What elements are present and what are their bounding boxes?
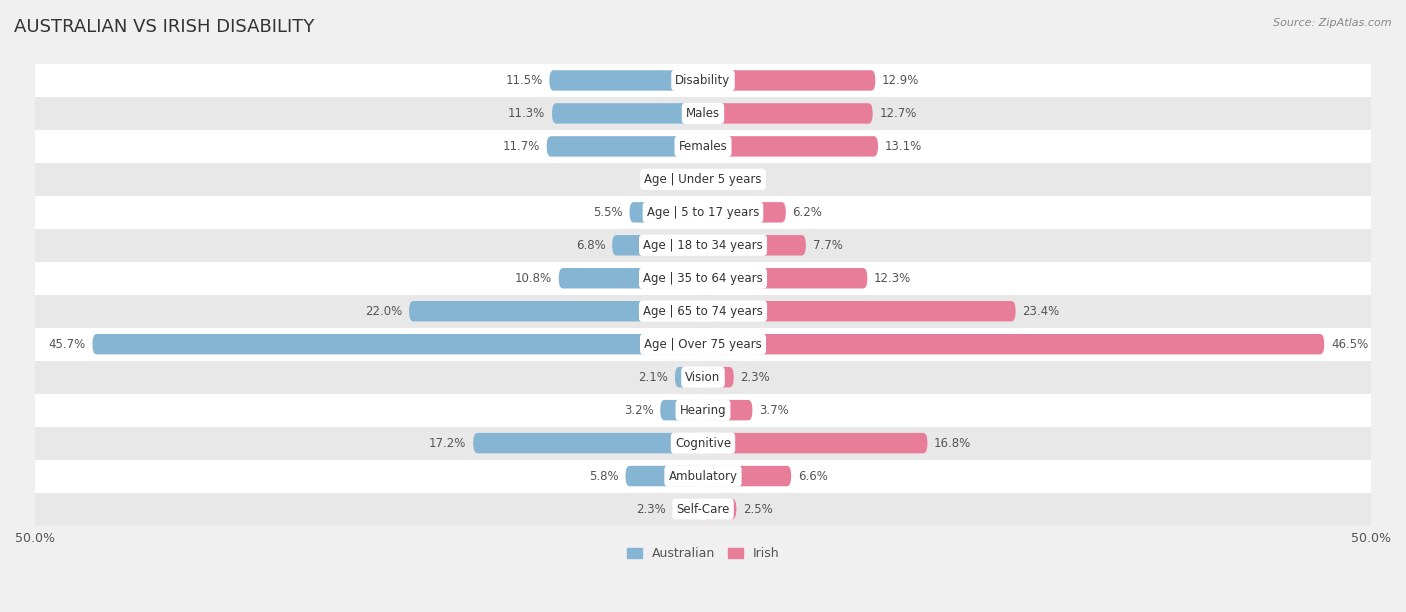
Text: Age | 35 to 64 years: Age | 35 to 64 years — [643, 272, 763, 285]
FancyBboxPatch shape — [703, 499, 737, 519]
Bar — [35, 97, 1371, 130]
Text: 22.0%: 22.0% — [366, 305, 402, 318]
Text: 23.4%: 23.4% — [1022, 305, 1060, 318]
Text: Ambulatory: Ambulatory — [668, 469, 738, 483]
Text: Females: Females — [679, 140, 727, 153]
Text: 3.2%: 3.2% — [624, 404, 654, 417]
Text: 45.7%: 45.7% — [49, 338, 86, 351]
Bar — [35, 196, 1371, 229]
Bar — [35, 64, 1371, 97]
Text: 10.8%: 10.8% — [515, 272, 553, 285]
FancyBboxPatch shape — [703, 367, 734, 387]
Text: Age | Over 75 years: Age | Over 75 years — [644, 338, 762, 351]
FancyBboxPatch shape — [553, 103, 703, 124]
FancyBboxPatch shape — [661, 400, 703, 420]
Text: 2.5%: 2.5% — [744, 502, 773, 515]
FancyBboxPatch shape — [612, 235, 703, 255]
FancyBboxPatch shape — [703, 400, 752, 420]
Text: 46.5%: 46.5% — [1331, 338, 1368, 351]
Bar — [35, 394, 1371, 427]
Text: 13.1%: 13.1% — [884, 140, 922, 153]
Text: 6.6%: 6.6% — [797, 469, 828, 483]
FancyBboxPatch shape — [703, 466, 792, 487]
Bar — [35, 130, 1371, 163]
FancyBboxPatch shape — [409, 301, 703, 321]
Text: Source: ZipAtlas.com: Source: ZipAtlas.com — [1274, 18, 1392, 28]
Text: Age | Under 5 years: Age | Under 5 years — [644, 173, 762, 186]
Text: 11.7%: 11.7% — [502, 140, 540, 153]
Text: Self-Care: Self-Care — [676, 502, 730, 515]
Bar — [35, 229, 1371, 262]
FancyBboxPatch shape — [558, 268, 703, 288]
FancyBboxPatch shape — [703, 334, 1324, 354]
FancyBboxPatch shape — [474, 433, 703, 453]
FancyBboxPatch shape — [547, 136, 703, 157]
FancyBboxPatch shape — [703, 136, 877, 157]
Text: 3.7%: 3.7% — [759, 404, 789, 417]
Text: 12.9%: 12.9% — [882, 74, 920, 87]
FancyBboxPatch shape — [685, 169, 703, 190]
FancyBboxPatch shape — [672, 499, 703, 519]
Text: Vision: Vision — [685, 371, 721, 384]
FancyBboxPatch shape — [703, 235, 806, 255]
Bar — [35, 295, 1371, 327]
FancyBboxPatch shape — [93, 334, 703, 354]
Text: 17.2%: 17.2% — [429, 436, 467, 450]
Text: 2.3%: 2.3% — [741, 371, 770, 384]
Bar — [35, 262, 1371, 295]
Text: 12.7%: 12.7% — [879, 107, 917, 120]
Bar — [35, 427, 1371, 460]
Text: 2.3%: 2.3% — [636, 502, 665, 515]
FancyBboxPatch shape — [550, 70, 703, 91]
FancyBboxPatch shape — [703, 268, 868, 288]
Legend: Australian, Irish: Australian, Irish — [621, 542, 785, 565]
FancyBboxPatch shape — [703, 103, 873, 124]
FancyBboxPatch shape — [630, 202, 703, 223]
Text: Age | 18 to 34 years: Age | 18 to 34 years — [643, 239, 763, 252]
Text: 6.8%: 6.8% — [575, 239, 606, 252]
Bar — [35, 327, 1371, 360]
Text: 5.5%: 5.5% — [593, 206, 623, 219]
FancyBboxPatch shape — [703, 202, 786, 223]
Text: 7.7%: 7.7% — [813, 239, 842, 252]
Bar — [35, 493, 1371, 526]
Text: Age | 5 to 17 years: Age | 5 to 17 years — [647, 206, 759, 219]
Text: 16.8%: 16.8% — [934, 436, 972, 450]
FancyBboxPatch shape — [703, 169, 725, 190]
Text: Cognitive: Cognitive — [675, 436, 731, 450]
Text: 11.3%: 11.3% — [508, 107, 546, 120]
Text: 11.5%: 11.5% — [505, 74, 543, 87]
Text: 6.2%: 6.2% — [793, 206, 823, 219]
FancyBboxPatch shape — [703, 301, 1015, 321]
FancyBboxPatch shape — [626, 466, 703, 487]
Text: Males: Males — [686, 107, 720, 120]
FancyBboxPatch shape — [675, 367, 703, 387]
Bar — [35, 360, 1371, 394]
FancyBboxPatch shape — [703, 70, 876, 91]
Text: AUSTRALIAN VS IRISH DISABILITY: AUSTRALIAN VS IRISH DISABILITY — [14, 18, 315, 36]
FancyBboxPatch shape — [703, 433, 928, 453]
Text: 5.8%: 5.8% — [589, 469, 619, 483]
Text: Hearing: Hearing — [679, 404, 727, 417]
Text: 12.3%: 12.3% — [875, 272, 911, 285]
Bar — [35, 460, 1371, 493]
Text: Disability: Disability — [675, 74, 731, 87]
Text: 1.4%: 1.4% — [648, 173, 678, 186]
Text: Age | 65 to 74 years: Age | 65 to 74 years — [643, 305, 763, 318]
Bar — [35, 163, 1371, 196]
Text: 1.7%: 1.7% — [733, 173, 762, 186]
Text: 2.1%: 2.1% — [638, 371, 668, 384]
